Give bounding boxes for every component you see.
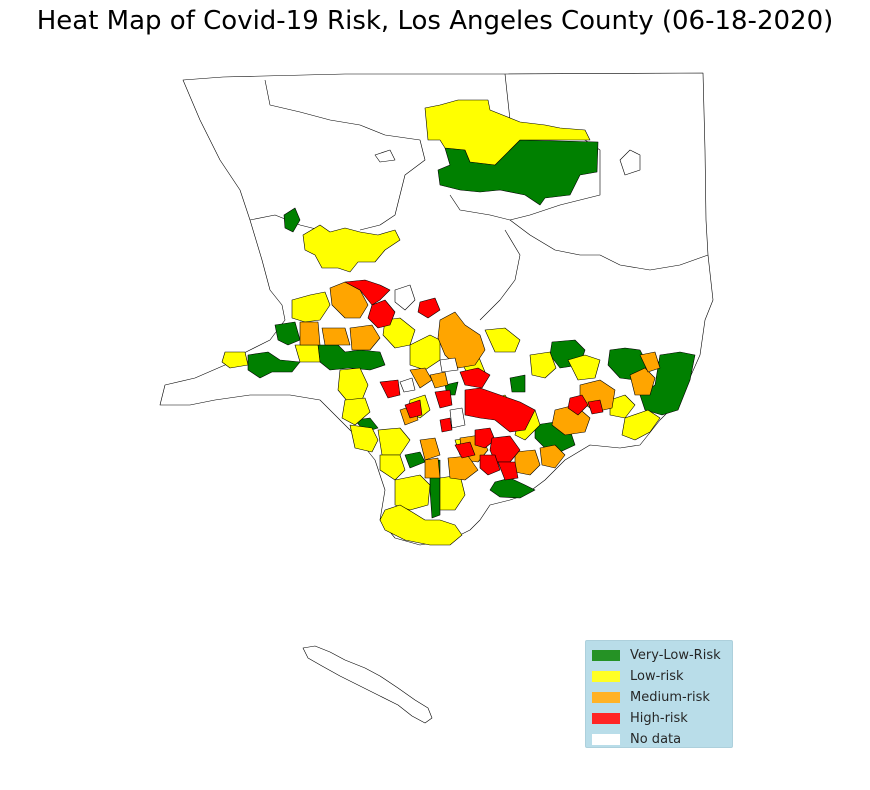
legend-label: No data — [630, 732, 682, 747]
map-title: Heat Map of Covid-19 Risk, Los Angeles C… — [36, 6, 834, 36]
legend-item: No data — [592, 729, 726, 750]
legend-swatch-no-data — [592, 734, 620, 745]
legend-swatch-high — [592, 713, 620, 724]
legend-swatch-low — [592, 671, 620, 682]
legend-swatch-very-low — [592, 650, 620, 661]
map-legend: Very-Low-Risk Low-risk Medium-risk High-… — [585, 640, 733, 748]
legend-label: Very-Low-Risk — [630, 648, 721, 663]
legend-label: Medium-risk — [630, 690, 710, 705]
legend-item: High-risk — [592, 708, 726, 729]
catalina-island — [302, 645, 433, 724]
legend-swatch-medium — [592, 692, 620, 703]
legend-item: Low-risk — [592, 666, 726, 687]
legend-item: Very-Low-Risk — [592, 645, 726, 666]
legend-item: Medium-risk — [592, 687, 726, 708]
legend-label: Low-risk — [630, 669, 684, 684]
legend-label: High-risk — [630, 711, 688, 726]
